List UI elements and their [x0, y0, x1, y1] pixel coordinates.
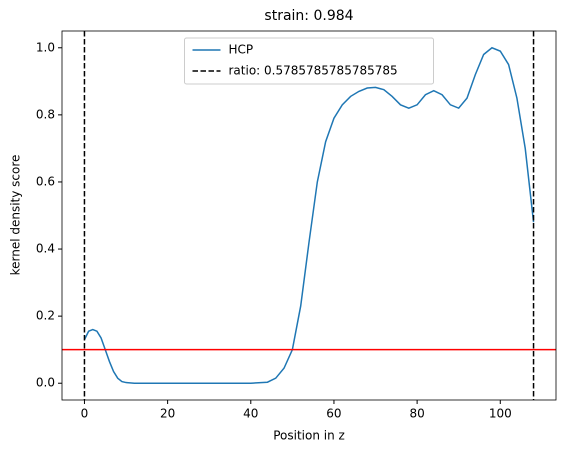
data-line: [83, 46, 535, 384]
y-tick-label: 0.4: [36, 242, 55, 256]
x-tick-label: 0: [81, 407, 89, 421]
legend-box: [184, 37, 434, 85]
chart-title: strain: 0.984: [264, 8, 353, 24]
x-axis-label: Position in z: [273, 429, 345, 443]
y-axis-label: kernel density score: [9, 155, 23, 276]
x-tick-label: 100: [489, 407, 512, 421]
x-tick-label: 40: [243, 407, 258, 421]
x-tick-label: 80: [409, 407, 424, 421]
legend-label: ratio: 0.5785785785785785: [229, 64, 398, 78]
axes-frame: [61, 30, 557, 401]
legend-label: HCP: [229, 43, 254, 57]
y-tick-label: 0.8: [36, 107, 55, 121]
y-tick-label: 0.6: [36, 174, 55, 188]
y-tick-label: 0.0: [36, 376, 55, 390]
x-tick-label: 20: [160, 407, 175, 421]
x-tick-label: 60: [326, 407, 341, 421]
y-tick-label: 0.2: [36, 309, 55, 323]
y-tick-label: 1.0: [36, 40, 55, 54]
